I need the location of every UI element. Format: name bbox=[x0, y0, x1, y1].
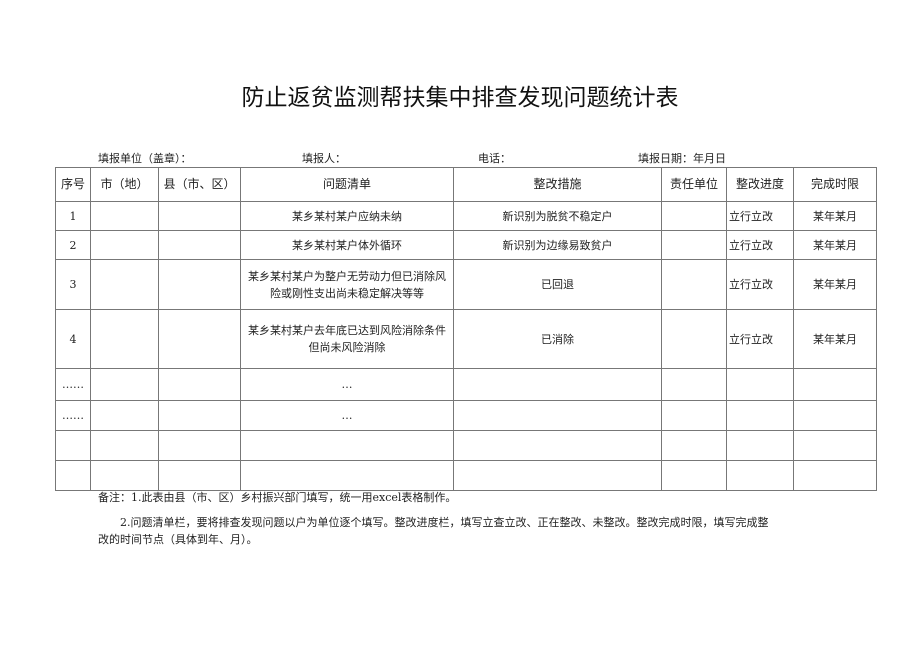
table-cell bbox=[453, 400, 662, 431]
meta-date: 填报日期：年月日 bbox=[638, 152, 726, 165]
table-cell bbox=[661, 460, 727, 491]
table-cell: 立行立改 bbox=[726, 230, 794, 260]
table-cell bbox=[158, 400, 241, 431]
table-cell: 新识别为脱贫不稳定户 bbox=[453, 201, 662, 231]
table-cell bbox=[90, 230, 159, 260]
table-cell: … bbox=[240, 400, 454, 431]
table-cell bbox=[661, 230, 727, 260]
table-cell bbox=[55, 460, 91, 491]
column-header: 县（市、区） bbox=[158, 167, 241, 202]
issue-table: 序号 市（地） 县（市、区） 问题清单 整改措施 责任单位 整改进度 完成时限 1 某乡某村某户… bbox=[55, 167, 877, 491]
table-cell bbox=[90, 368, 159, 401]
note-1: 备注：1.此表由县（市、区）乡村振兴部门填写，统一用excel表格制作。 bbox=[98, 491, 457, 504]
table-cell bbox=[726, 368, 794, 401]
table-cell bbox=[90, 259, 159, 310]
table-cell: …… bbox=[55, 368, 91, 401]
column-header: 整改措施 bbox=[453, 167, 662, 202]
table-cell bbox=[158, 430, 241, 461]
table-cell bbox=[90, 400, 159, 431]
table-cell: 已回退 bbox=[453, 259, 662, 310]
table-cell bbox=[90, 309, 159, 369]
table-row: 2 某乡某村某户体外循环 新识别为边缘易致贫户 立行立改 某年某月 bbox=[55, 230, 877, 260]
table-cell: 3 bbox=[55, 259, 91, 310]
meta-unit: 填报单位（盖章）： bbox=[98, 152, 192, 165]
table-row bbox=[55, 430, 877, 461]
table-cell bbox=[90, 430, 159, 461]
table-cell: 立行立改 bbox=[726, 259, 794, 310]
table-cell: 4 bbox=[55, 309, 91, 369]
table-cell: 2 bbox=[55, 230, 91, 260]
table-cell bbox=[453, 368, 662, 401]
table-cell: 某年某月 bbox=[793, 309, 877, 369]
table-cell: …… bbox=[55, 400, 91, 431]
table-cell bbox=[240, 430, 454, 461]
page-title: 防止返贫监测帮扶集中排查发现问题统计表 bbox=[241, 85, 679, 111]
table-cell: 已消除 bbox=[453, 309, 662, 369]
table-cell bbox=[453, 460, 662, 491]
table-cell bbox=[158, 368, 241, 401]
table-cell: 立行立改 bbox=[726, 309, 794, 369]
table-cell bbox=[661, 309, 727, 369]
table-cell bbox=[793, 460, 877, 491]
table-cell bbox=[90, 201, 159, 231]
table-cell: 某乡某村某户体外循环 bbox=[240, 230, 454, 260]
column-header: 完成时限 bbox=[793, 167, 877, 202]
table-cell bbox=[661, 259, 727, 310]
table-cell bbox=[661, 368, 727, 401]
table-cell: 某乡某村某户去年底已达到风险消除条件但尚未风险消除 bbox=[240, 309, 454, 369]
note-2: 2.问题清单栏，要将排查发现问题以户为单位逐个填写。整改进度栏，填写立查立改、正… bbox=[98, 516, 769, 546]
column-header: 序号 bbox=[55, 167, 91, 202]
column-header: 市（地） bbox=[90, 167, 159, 202]
table-cell: 某乡某村某户为整户无劳动力但已消除风险或刚性支出尚未稳定解决等等 bbox=[240, 259, 454, 310]
column-header: 责任单位 bbox=[661, 167, 727, 202]
table-cell: 新识别为边缘易致贫户 bbox=[453, 230, 662, 260]
table-cell: 某年某月 bbox=[793, 201, 877, 231]
table-cell bbox=[158, 201, 241, 231]
table-cell bbox=[793, 368, 877, 401]
table-row: 4 某乡某村某户去年底已达到风险消除条件但尚未风险消除 已消除 立行立改 某年某月 bbox=[55, 309, 877, 369]
table-cell: 某乡某村某户应纳未纳 bbox=[240, 201, 454, 231]
table-row bbox=[55, 460, 877, 491]
table-cell: … bbox=[240, 368, 454, 401]
table-cell bbox=[55, 430, 91, 461]
table-cell bbox=[726, 460, 794, 491]
table-cell bbox=[726, 400, 794, 431]
table-cell bbox=[453, 430, 662, 461]
table-row: ……… bbox=[55, 400, 877, 431]
table-cell bbox=[240, 460, 454, 491]
table-row: ……… bbox=[55, 368, 877, 401]
table-cell bbox=[158, 460, 241, 491]
table-cell bbox=[793, 400, 877, 431]
table-cell bbox=[726, 430, 794, 461]
table-cell: 某年某月 bbox=[793, 259, 877, 310]
table-cell bbox=[158, 309, 241, 369]
table-cell: 立行立改 bbox=[726, 201, 794, 231]
table-row: 3 某乡某村某户为整户无劳动力但已消除风险或刚性支出尚未稳定解决等等 已回退 立行立改… bbox=[55, 259, 877, 310]
meta-person: 填报人： bbox=[302, 152, 346, 165]
table-cell bbox=[158, 230, 241, 260]
table-cell bbox=[793, 430, 877, 461]
table-cell bbox=[158, 259, 241, 310]
table-cell: 某年某月 bbox=[793, 230, 877, 260]
table-cell bbox=[661, 201, 727, 231]
column-header: 问题清单 bbox=[240, 167, 454, 202]
table-cell: 1 bbox=[55, 201, 91, 231]
table-cell bbox=[661, 430, 727, 461]
table-row: 1 某乡某村某户应纳未纳 新识别为脱贫不稳定户 立行立改 某年某月 bbox=[55, 201, 877, 231]
meta-phone: 电话： bbox=[478, 152, 511, 165]
table-cell bbox=[90, 460, 159, 491]
column-header: 整改进度 bbox=[726, 167, 794, 202]
table-cell bbox=[661, 400, 727, 431]
